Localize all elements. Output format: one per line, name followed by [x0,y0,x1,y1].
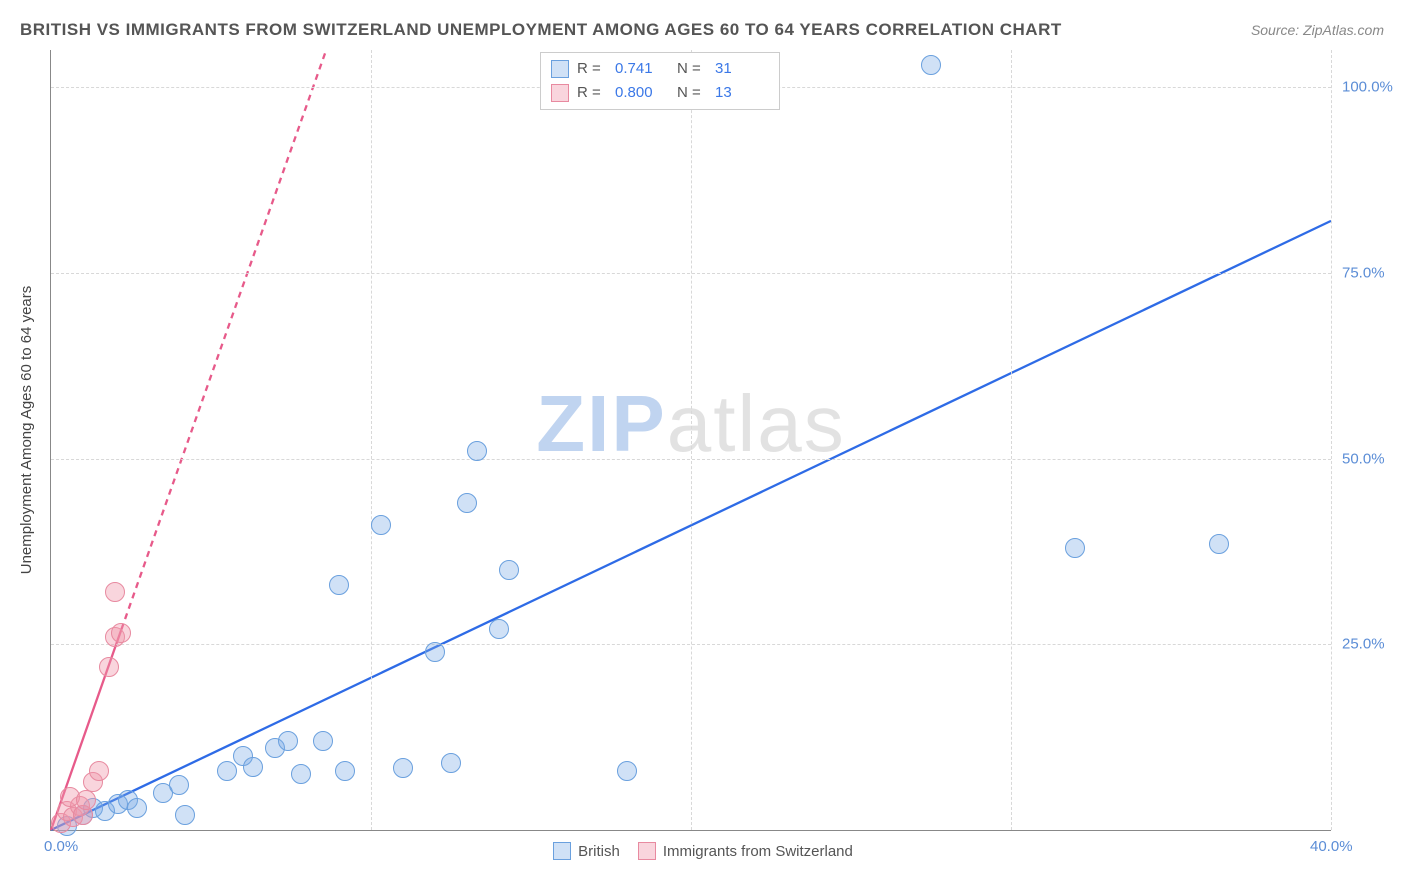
y-axis-label: Unemployment Among Ages 60 to 64 years [18,286,35,575]
plot-area: ZIPatlas [50,50,1331,831]
r-value-swiss: 0.800 [615,81,669,105]
y-tick-label: 25.0% [1342,636,1385,653]
gridline-v [371,50,372,830]
data-point [76,790,96,810]
legend-correlation-box: R = 0.741 N = 31 R = 0.800 N = 13 [540,52,780,110]
data-point [329,575,349,595]
data-point [243,757,263,777]
data-point [175,805,195,825]
swatch-swiss [551,84,569,102]
data-point [393,758,413,778]
data-point [425,642,445,662]
y-tick-label: 50.0% [1342,450,1385,467]
legend-item-british: British [553,842,620,860]
y-tick-label: 75.0% [1342,264,1385,281]
legend-label: British [578,843,620,860]
data-point [441,753,461,773]
r-label: R = [577,81,607,105]
regression-line [121,50,326,629]
data-point [313,731,333,751]
legend-label: Immigrants from Switzerland [663,843,853,860]
data-point [921,55,941,75]
data-point [127,798,147,818]
data-point [335,761,355,781]
n-value-swiss: 13 [715,81,769,105]
r-value-british: 0.741 [615,57,669,81]
legend-row-swiss: R = 0.800 N = 13 [551,81,769,105]
data-point [111,623,131,643]
source-label: Source: ZipAtlas.com [1251,22,1384,38]
data-point [99,657,119,677]
legend-row-british: R = 0.741 N = 31 [551,57,769,81]
n-value-british: 31 [715,57,769,81]
data-point [489,619,509,639]
swatch-swiss [638,842,656,860]
data-point [499,560,519,580]
data-point [291,764,311,784]
data-point [617,761,637,781]
chart-title: BRITISH VS IMMIGRANTS FROM SWITZERLAND U… [20,20,1062,40]
r-label: R = [577,57,607,81]
data-point [457,493,477,513]
data-point [105,582,125,602]
swatch-british [553,842,571,860]
n-label: N = [677,57,707,81]
gridline-v [1331,50,1332,830]
n-label: N = [677,81,707,105]
data-point [278,731,298,751]
legend-item-swiss: Immigrants from Switzerland [638,842,853,860]
legend-series: British Immigrants from Switzerland [0,842,1406,860]
data-point [169,775,189,795]
data-point [89,761,109,781]
x-tick-label: 40.0% [1310,838,1353,855]
data-point [467,441,487,461]
data-point [217,761,237,781]
gridline-v [1011,50,1012,830]
y-tick-label: 100.0% [1342,79,1393,96]
data-point [1065,538,1085,558]
swatch-british [551,60,569,78]
x-tick-label: 0.0% [44,838,78,855]
gridline-v [691,50,692,830]
data-point [371,515,391,535]
data-point [1209,534,1229,554]
